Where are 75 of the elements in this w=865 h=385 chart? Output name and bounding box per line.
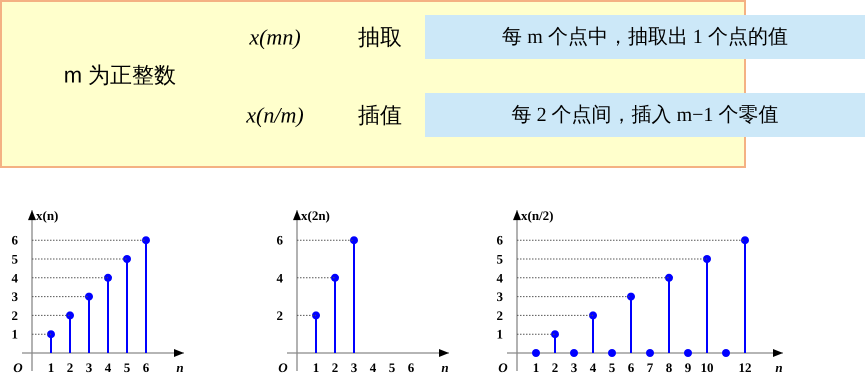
y-tick-label: 4 [496, 270, 504, 286]
text: O [278, 360, 288, 375]
x-tick-label: 1 [532, 360, 540, 375]
x-tick-label: 6 [142, 360, 150, 375]
text: m 为正整数 [64, 62, 176, 88]
point [66, 311, 74, 320]
x-axis-title: n [441, 360, 449, 375]
point [350, 236, 358, 244]
x-axis-title: n [775, 360, 783, 375]
x-tick-label: 4 [104, 360, 112, 375]
y-tick-label: 2 [496, 308, 503, 323]
x-tick-label: 2 [552, 360, 558, 375]
point [570, 349, 578, 357]
x-tick-label: 6 [408, 360, 415, 375]
text: O [498, 360, 508, 375]
point [646, 349, 654, 357]
y-tick-label: 1 [12, 326, 18, 342]
text: x(n/m) [245, 102, 304, 128]
point [532, 349, 540, 357]
point [104, 274, 112, 282]
x-tick-label: 5 [124, 360, 131, 375]
y-tick-label: 5 [12, 252, 18, 266]
y-tick-label: 2 [276, 308, 283, 323]
point [589, 311, 597, 320]
point [665, 274, 673, 282]
x-tick-label: 10 [700, 360, 714, 375]
x-tick-label: 7 [646, 360, 654, 375]
text: O [13, 360, 24, 375]
text: 抽取 [358, 24, 402, 50]
text: 每 m 个点中，抽取出 1 个点的值 [502, 26, 788, 48]
point [123, 255, 131, 263]
x-tick-label: 3 [570, 360, 578, 375]
y-tick-label: 4 [276, 270, 284, 286]
x-tick-label: 1 [48, 360, 54, 375]
y-tick-label: 6 [276, 232, 284, 248]
point [684, 349, 692, 357]
y-tick-label: 5 [496, 252, 504, 266]
y-tick-label: 4 [12, 270, 18, 286]
point [142, 236, 150, 244]
x-tick-label: 4 [370, 360, 377, 375]
y-tick-label: 3 [12, 289, 18, 304]
y-tick-label: 2 [12, 308, 18, 323]
y-tick-label: 6 [496, 232, 504, 248]
point [703, 255, 711, 263]
y-axis-title: x(n) [36, 208, 58, 224]
point [47, 330, 55, 338]
y-tick-label: 3 [496, 289, 504, 304]
x-tick-label: 4 [590, 360, 597, 375]
x-tick-label: 5 [388, 360, 396, 375]
point [741, 236, 749, 244]
y-axis-title: x(n/2) [521, 208, 554, 224]
point [331, 274, 339, 282]
x-tick-label: 5 [608, 360, 616, 375]
y-tick-label: 6 [12, 232, 18, 248]
x-tick-label: 2 [332, 360, 338, 375]
point [85, 292, 93, 301]
point [722, 349, 730, 357]
text: 每 2 个点间，插入 m−1 个零值 [512, 104, 778, 126]
y-tick-label: 1 [496, 326, 503, 342]
y-axis-title: x(2n) [301, 208, 330, 224]
x-tick-label: 12 [738, 360, 752, 375]
x-axis-title: n [176, 360, 184, 375]
text: 插值 [358, 102, 402, 128]
point [627, 292, 635, 301]
x-tick-label: 9 [684, 360, 692, 375]
point [608, 349, 616, 357]
x-tick-label: 6 [628, 360, 635, 375]
text: x(mn) [248, 24, 301, 50]
x-tick-label: 3 [86, 360, 93, 375]
x-tick-label: 2 [66, 360, 74, 375]
x-tick-label: 3 [350, 360, 358, 375]
point [312, 311, 320, 320]
point [551, 330, 559, 338]
x-tick-label: 1 [312, 360, 320, 375]
x-tick-label: 8 [666, 360, 673, 375]
